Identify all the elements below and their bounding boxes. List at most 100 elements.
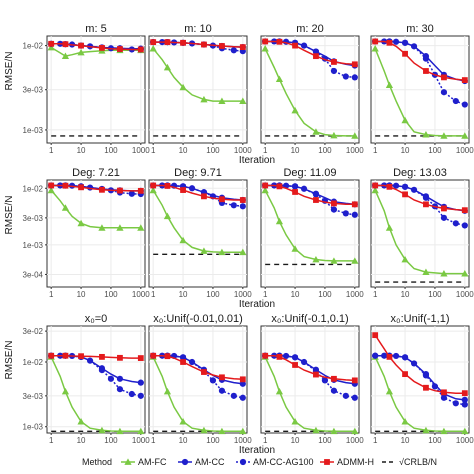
data-point-am-cc-ag100 [452,220,459,227]
data-point-admm-h [441,205,447,212]
data-point-admm-h [78,42,84,49]
data-point-am-fc [149,186,157,194]
facet-strip [149,164,247,180]
data-point-am-cc-ag100 [330,67,338,75]
x-tick-label: 10 [179,146,188,155]
data-point-am-cc-ag100 [431,383,439,390]
facet-title: x₀:Unif(-0.1,0.1) [271,313,348,325]
data-point-am-fc [330,427,338,435]
data-point-am-fc [200,426,208,434]
y-tick-label: 3e-03 [23,214,44,223]
x-tick-label: 1000 [234,290,252,299]
facet-strip [149,310,247,326]
data-point-am-cc-ag100 [128,190,135,197]
data-point-am-fc [179,236,187,244]
x-tick-label: 100 [104,290,118,299]
x-tick-label: 1000 [456,290,474,299]
data-point-am-cc-ag100 [291,183,299,190]
legend-item: AM-FC [121,457,167,467]
data-point-admm-h [262,182,269,189]
data-point-am-cc-ag100 [291,354,299,361]
data-point-admm-h [441,389,447,396]
data-point-admm-h [201,193,207,200]
data-point-am-fc [61,204,70,211]
data-point-am-fc [239,248,247,256]
data-point-am-fc [440,427,448,435]
data-point-am-fc [330,131,338,139]
data-point-am-cc-ag100 [461,222,468,229]
data-point-admm-h [62,41,69,48]
data-point-am-cc-ag100 [410,360,418,367]
data-point-am-cc-ag100 [116,386,124,393]
legend-label: √CRLB/N [399,457,437,467]
data-point-am-cc-ag100 [401,39,409,46]
y-tick-label: 1e-03 [23,423,44,432]
x-tick-label: 100 [428,290,442,299]
data-point-am-fc [401,116,409,124]
data-point-am-cc-ag100 [392,352,400,360]
data-point-am-fc [98,224,106,231]
data-point-admm-h [164,353,171,360]
series-line-am-fc [264,189,355,262]
facet-panel: x₀:Unif(-0.1,0.1) 1 10 100 1000 [260,310,364,445]
x-tick-label: 100 [318,146,332,155]
data-point-admm-h [201,369,207,375]
data-point-am-cc-ag100 [392,38,400,45]
panel-border [46,179,146,288]
legend-title: Method [82,457,112,467]
x-tick-label: 1 [49,146,54,155]
data-point-admm-h [423,68,429,74]
data-point-am-cc [461,396,468,403]
data-point-am-fc [351,427,359,435]
data-point-admm-h [150,182,157,189]
data-point-am-cc-ag100 [230,202,237,209]
facet-strip [261,164,359,180]
data-point-am-fc [47,43,55,51]
y-tick-label: 3e-03 [23,86,44,95]
legend-item: √CRLB/N [382,457,437,467]
x-tick-label: 1000 [132,146,150,155]
data-point-am-cc-ag100 [422,55,430,62]
x-tick-label: 1000 [346,146,364,155]
data-point-admm-h [62,352,69,359]
data-point-am-cc-ag100 [312,191,320,198]
data-point-am-fc [239,97,247,104]
series-line-am-fc [152,356,243,433]
data-point-admm-h [461,77,468,83]
data-point-am-fc [351,132,359,139]
data-point-am-fc [351,257,359,264]
x-tick-label: 10 [291,146,300,155]
x-tick-label: 1000 [132,436,150,445]
data-point-am-fc [440,270,448,277]
x-tick-label: 1 [373,436,378,445]
data-point-am-cc [239,380,246,387]
data-point-admm-h [262,38,269,45]
data-point-admm-h [386,183,393,190]
data-point-am-fc [218,427,226,435]
facet-panel: Deg: 9.71 1 10 100 1000 [148,164,252,299]
data-point-am-cc-ag100 [239,203,246,210]
y-axis-title: RMSE/N [4,341,15,380]
data-point-am-cc-ag100 [401,354,409,361]
x-tick-label: 1000 [234,436,252,445]
data-point-admm-h [423,201,429,208]
y-axis-title: RMSE/N [4,196,15,235]
data-point-am-cc-ag100 [422,194,430,201]
data-point-am-cc-ag100 [179,354,187,361]
legend-key-marker [124,458,132,465]
facet-strip [261,20,359,36]
data-point-admm-h [351,201,358,208]
data-point-am-cc-ag100 [410,186,418,193]
facet-strip [47,20,145,36]
y-tick-label: 3e-03 [23,392,44,401]
panel-border [148,325,248,434]
data-point-am-fc [77,48,85,56]
data-point-admm-h [386,39,393,46]
series-line-am-fc [152,48,243,102]
data-point-admm-h [372,38,379,45]
data-point-am-fc [422,268,430,275]
data-point-admm-h [402,371,408,378]
x-tick-label: 1000 [346,436,364,445]
data-point-admm-h [331,59,337,65]
data-point-am-fc [261,186,269,194]
